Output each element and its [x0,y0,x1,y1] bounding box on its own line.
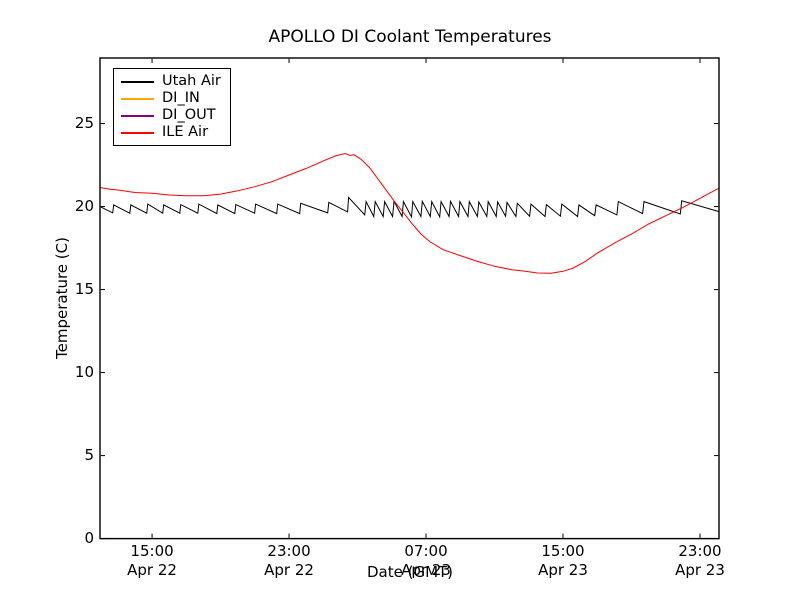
y-tick-label: 20 [74,197,94,216]
series-line-ile-air [99,152,720,274]
di-out-line-swatch [121,114,154,117]
legend-label: ILE Air [162,124,209,140]
legend-item-di-in: DI_IN [121,90,224,107]
x-axis-label: Date (GMT) [366,563,454,581]
y-tick-label: 25 [74,114,94,133]
legend-label: Utah Air [162,73,221,89]
utah-air-line-swatch [121,80,154,83]
y-axis-label: Temperature (C) [53,237,71,359]
y-tick-label: 0 [84,529,94,548]
series-line-utah-air [99,196,720,219]
legend-item-di-out: DI_OUT [121,107,224,124]
y-tick-label: 5 [84,446,94,465]
legend-item-ile-air: ILE Air [121,124,224,141]
di-in-line-swatch [121,97,154,100]
y-tick-label: 15 [74,280,94,299]
x-tick-label: 07:00 Apr 23 [401,542,451,579]
chart-title: APOLLO DI Coolant Temperatures [268,27,552,47]
legend-item-utah-air: Utah Air [121,73,224,90]
legend: Utah Air DI_IN DI_OUT ILE Air [113,68,231,146]
ile-air-line-swatch [121,131,154,134]
legend-label: DI_OUT [162,107,216,123]
x-tick-label: 23:00 Apr 23 [675,542,725,579]
x-tick-label: 15:00 Apr 23 [538,542,588,579]
axes-frame [99,57,720,540]
y-tick-label: 10 [74,363,94,382]
legend-label: DI_IN [162,90,200,106]
x-tick-label: 15:00 Apr 22 [127,542,177,579]
x-tick-label: 23:00 Apr 22 [264,542,314,579]
